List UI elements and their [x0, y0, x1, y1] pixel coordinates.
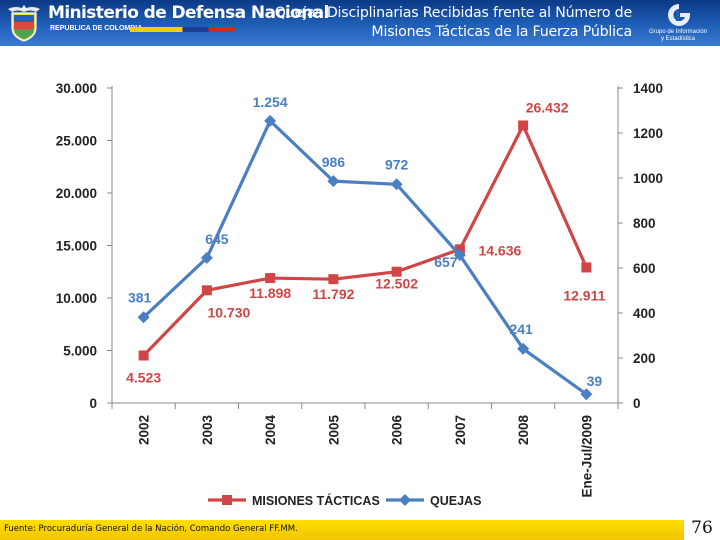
data-label: 657 — [434, 254, 458, 270]
footer-bar: Fuente: Procuraduría General de la Nació… — [0, 520, 684, 540]
right-axis-tick-label: 0 — [633, 396, 641, 411]
title-line-2: Misiones Tácticas de la Fuerza Pública — [371, 24, 632, 40]
left-axis-tick-label: 25.000 — [56, 134, 97, 149]
misiones-marker — [265, 273, 276, 284]
data-label: 14.636 — [478, 242, 521, 258]
misiones-marker — [201, 285, 212, 296]
left-axis-tick-label: 0 — [89, 396, 97, 411]
x-axis-category-label: 2004 — [263, 415, 278, 446]
quejas-marker — [517, 342, 530, 355]
republic-label: REPUBLICA DE COLOMBIA — [50, 25, 143, 32]
legend-label-misiones: MISIONES TÁCTICAS — [252, 493, 380, 508]
left-axis-tick-label: 30.000 — [56, 81, 97, 96]
data-label: 26.432 — [526, 99, 569, 115]
misiones-marker — [518, 120, 529, 131]
misiones-marker — [581, 262, 592, 273]
data-label: 10.730 — [207, 304, 250, 320]
left-axis-tick-label: 20.000 — [56, 186, 97, 201]
data-label: 11.792 — [312, 286, 354, 302]
x-axis-category-label: 2005 — [326, 415, 341, 446]
flag-stripe — [130, 27, 235, 32]
legend-label-quejas: QUEJAS — [430, 494, 481, 508]
right-axis-tick-label: 800 — [633, 216, 656, 231]
colombia-coat-of-arms-icon — [8, 5, 40, 42]
legend-marker-quejas — [399, 494, 411, 506]
quejas-marker — [453, 249, 466, 262]
group-label: Grupo de Información y Estadística — [638, 29, 718, 43]
data-label: 645 — [205, 231, 229, 247]
right-axis-tick-label: 1000 — [633, 171, 663, 186]
right-axis-tick-label: 400 — [633, 306, 656, 321]
x-axis-category-label: 2002 — [137, 415, 152, 445]
right-axis-tick-label: 1400 — [633, 81, 663, 96]
gie-logo-icon — [668, 4, 690, 26]
left-axis-tick-label: 15.000 — [56, 239, 97, 254]
misiones-marker — [391, 266, 402, 277]
group-label-line-1: Grupo de Información — [648, 29, 708, 35]
page-title: Quejas Disciplinarias Recibidas frente a… — [236, 4, 632, 42]
data-label: 12.911 — [563, 287, 605, 303]
data-label: 381 — [128, 289, 152, 305]
data-label: 39 — [587, 373, 603, 389]
header-banner: Ministerio de Defensa Nacional REPUBLICA… — [0, 0, 720, 46]
legend-marker-misiones — [222, 495, 232, 505]
x-axis-category-label: Ene-Jul/2009 — [579, 415, 594, 498]
quejas-marker — [264, 114, 277, 127]
page-number: 76 — [691, 518, 713, 538]
data-label: 241 — [509, 321, 533, 337]
x-axis-category-label: 2007 — [453, 415, 468, 445]
quejas-marker — [200, 251, 213, 264]
misiones-marker — [328, 274, 339, 285]
left-axis-tick-label: 10.000 — [56, 291, 97, 306]
right-axis-tick-label: 600 — [633, 261, 656, 276]
quejas-marker — [580, 388, 593, 401]
right-axis-tick-label: 1200 — [633, 126, 663, 141]
quejas-marker — [137, 311, 150, 324]
data-label: 986 — [322, 154, 346, 170]
data-label: 972 — [385, 156, 409, 172]
series-line-misiones — [142, 123, 588, 357]
ministry-name: Ministerio de Defensa Nacional — [48, 3, 329, 23]
source-note: Fuente: Procuraduría General de la Nació… — [4, 524, 298, 534]
series-line-quejas — [142, 119, 588, 396]
misiones-marker — [138, 350, 149, 361]
left-axis-tick-label: 5.000 — [63, 344, 97, 359]
quejas-marker — [390, 178, 403, 191]
x-axis-category-label: 2006 — [390, 415, 405, 446]
dual-axis-line-chart: 0 5.000 10.000 15.000 20.000 25.000 30.000 0 200… — [56, 81, 663, 508]
quejas-marker — [327, 175, 340, 188]
data-label: 11.898 — [249, 285, 291, 301]
data-label: 12.502 — [375, 276, 418, 292]
title-line-1: Quejas Disciplinarias Recibidas frente a… — [274, 5, 632, 21]
x-axis-category-label: 2008 — [516, 415, 531, 446]
right-axis-tick-label: 200 — [633, 351, 656, 366]
x-axis-category-label: 2003 — [200, 415, 215, 446]
data-label: 1.254 — [253, 94, 288, 110]
group-label-line-2: y Estadística — [660, 36, 695, 42]
data-label: 4.523 — [126, 370, 161, 386]
